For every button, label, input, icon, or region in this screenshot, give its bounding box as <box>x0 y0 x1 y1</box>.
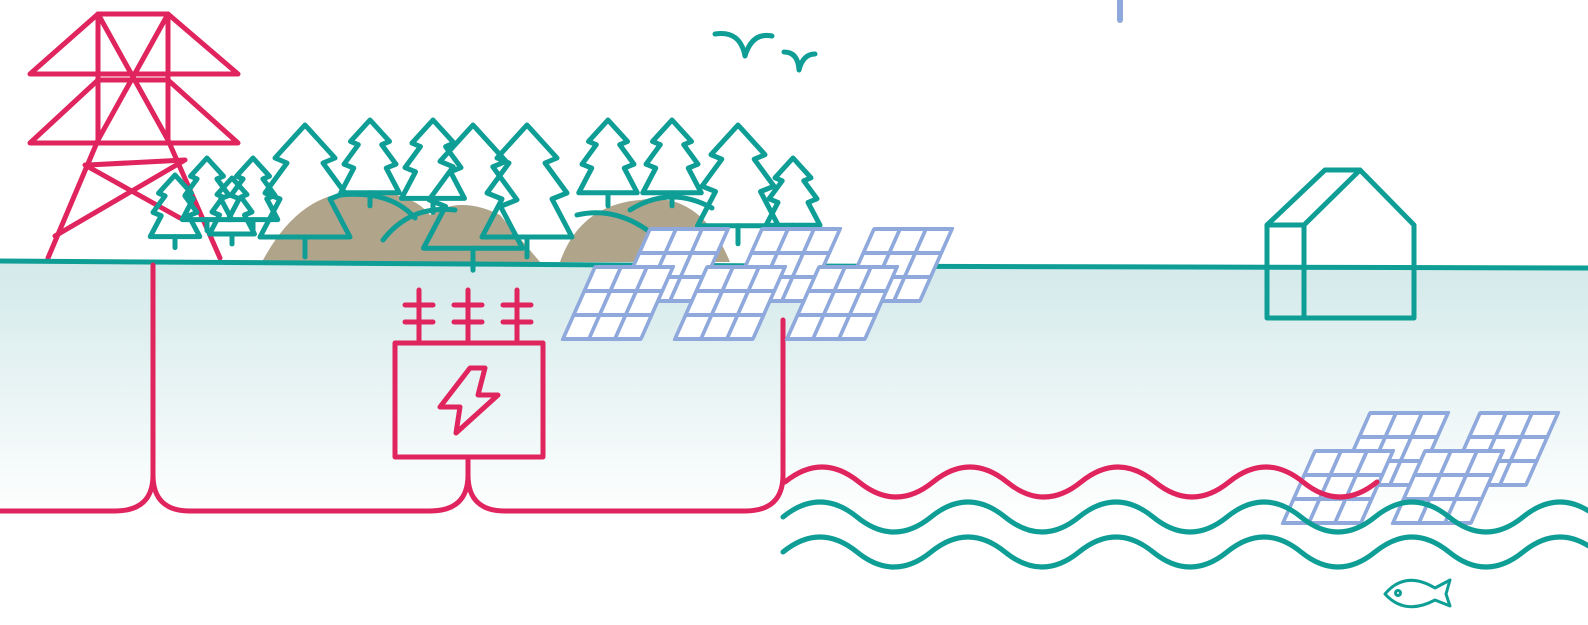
hill <box>262 191 540 262</box>
tree-crown <box>398 117 468 201</box>
house <box>1264 167 1417 321</box>
house-detail <box>1264 167 1363 321</box>
tree <box>576 117 640 209</box>
tree <box>479 122 575 260</box>
tree-crown <box>338 117 402 196</box>
solar-cell <box>612 313 654 341</box>
transformer <box>392 287 546 460</box>
solar-farm <box>560 227 1561 525</box>
solar-cell <box>1332 497 1374 525</box>
solar-panel <box>672 265 788 341</box>
lightning-bolt <box>437 365 501 436</box>
pylon-braces <box>52 11 188 239</box>
tree <box>257 122 353 260</box>
birds <box>712 30 818 73</box>
solar-panel <box>784 265 900 341</box>
tree-crown <box>207 175 257 237</box>
water <box>780 464 1588 570</box>
tree <box>179 155 235 234</box>
fish-eye <box>1394 589 1402 597</box>
solar-cell <box>1497 459 1539 487</box>
solar-cell <box>891 275 933 303</box>
wave <box>782 464 1380 500</box>
fish-body <box>1383 578 1452 609</box>
solar-panel <box>560 265 676 341</box>
forest <box>147 117 823 273</box>
tree <box>640 117 704 209</box>
solar-cell <box>724 313 766 341</box>
solar-cell <box>836 313 878 341</box>
wave <box>780 534 1588 570</box>
tree <box>225 155 281 234</box>
tree <box>207 175 257 247</box>
tree-crown <box>763 155 823 228</box>
tree <box>694 122 782 247</box>
tree <box>338 117 402 209</box>
insulators <box>402 287 534 346</box>
wave <box>780 499 1588 535</box>
tree <box>763 155 823 240</box>
tree-crown <box>694 122 782 229</box>
tree-crown <box>640 117 704 196</box>
tree <box>421 122 525 273</box>
tree-crown <box>576 117 640 196</box>
house-outline <box>1264 167 1417 321</box>
power-cable <box>0 262 786 514</box>
fish <box>1383 578 1452 609</box>
